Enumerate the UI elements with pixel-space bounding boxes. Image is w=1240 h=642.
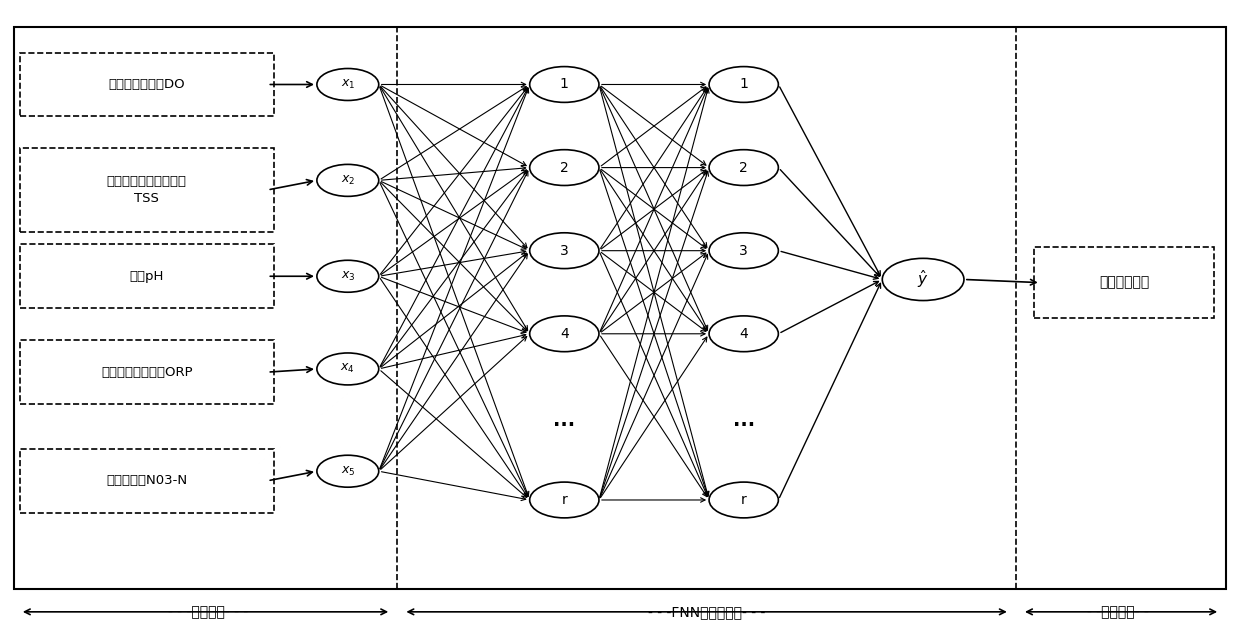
Circle shape xyxy=(529,482,599,518)
Text: 好氧末端总固体悬浮物
TSS: 好氧末端总固体悬浮物 TSS xyxy=(107,175,187,205)
Circle shape xyxy=(317,260,378,292)
Circle shape xyxy=(709,316,779,352)
Circle shape xyxy=(709,67,779,102)
Text: 出水pH: 出水pH xyxy=(129,270,164,282)
FancyBboxPatch shape xyxy=(20,53,274,116)
Circle shape xyxy=(709,233,779,268)
Text: 2: 2 xyxy=(560,160,569,175)
Text: 1: 1 xyxy=(560,78,569,92)
Circle shape xyxy=(709,482,779,518)
Circle shape xyxy=(529,67,599,102)
Circle shape xyxy=(317,164,378,196)
Text: $x_2$: $x_2$ xyxy=(341,174,355,187)
Text: ...: ... xyxy=(733,411,755,429)
Text: 1: 1 xyxy=(739,78,748,92)
Text: 3: 3 xyxy=(739,244,748,257)
Text: 3: 3 xyxy=(560,244,569,257)
Text: $x_4$: $x_4$ xyxy=(341,362,355,376)
Circle shape xyxy=(529,150,599,186)
FancyBboxPatch shape xyxy=(20,340,274,404)
FancyBboxPatch shape xyxy=(20,148,274,232)
Text: - - -FNN软测量模型- - -: - - -FNN软测量模型- - - xyxy=(649,605,765,619)
Text: 4: 4 xyxy=(739,327,748,341)
Text: 4: 4 xyxy=(560,327,569,341)
Circle shape xyxy=(317,353,378,385)
Text: $x_5$: $x_5$ xyxy=(341,465,355,478)
FancyBboxPatch shape xyxy=(20,449,274,513)
Text: ...: ... xyxy=(553,411,575,429)
Text: - - -输入变量- - -: - - -输入变量- - - xyxy=(169,605,249,619)
Circle shape xyxy=(883,258,963,300)
Circle shape xyxy=(529,316,599,352)
Text: $\hat{y}$: $\hat{y}$ xyxy=(918,268,929,290)
FancyBboxPatch shape xyxy=(1034,247,1214,318)
Circle shape xyxy=(317,69,378,100)
Text: r: r xyxy=(562,493,567,507)
Text: 出水氧化还原电位ORP: 出水氧化还原电位ORP xyxy=(100,366,192,379)
Text: 出水氨氮浓度: 出水氨氮浓度 xyxy=(1099,275,1149,290)
Text: 出水硝态氮N03-N: 出水硝态氮N03-N xyxy=(107,474,187,487)
FancyBboxPatch shape xyxy=(20,245,274,308)
Text: $x_1$: $x_1$ xyxy=(341,78,355,91)
FancyBboxPatch shape xyxy=(14,27,1226,589)
Text: - -输出变量- -: - -输出变量- - xyxy=(1087,605,1148,619)
Circle shape xyxy=(529,233,599,268)
Text: r: r xyxy=(740,493,746,507)
Text: 好氧末段溶解氧DO: 好氧末段溶解氧DO xyxy=(108,78,185,91)
Circle shape xyxy=(709,150,779,186)
Circle shape xyxy=(317,455,378,487)
Text: 2: 2 xyxy=(739,160,748,175)
Text: $x_3$: $x_3$ xyxy=(341,270,355,283)
